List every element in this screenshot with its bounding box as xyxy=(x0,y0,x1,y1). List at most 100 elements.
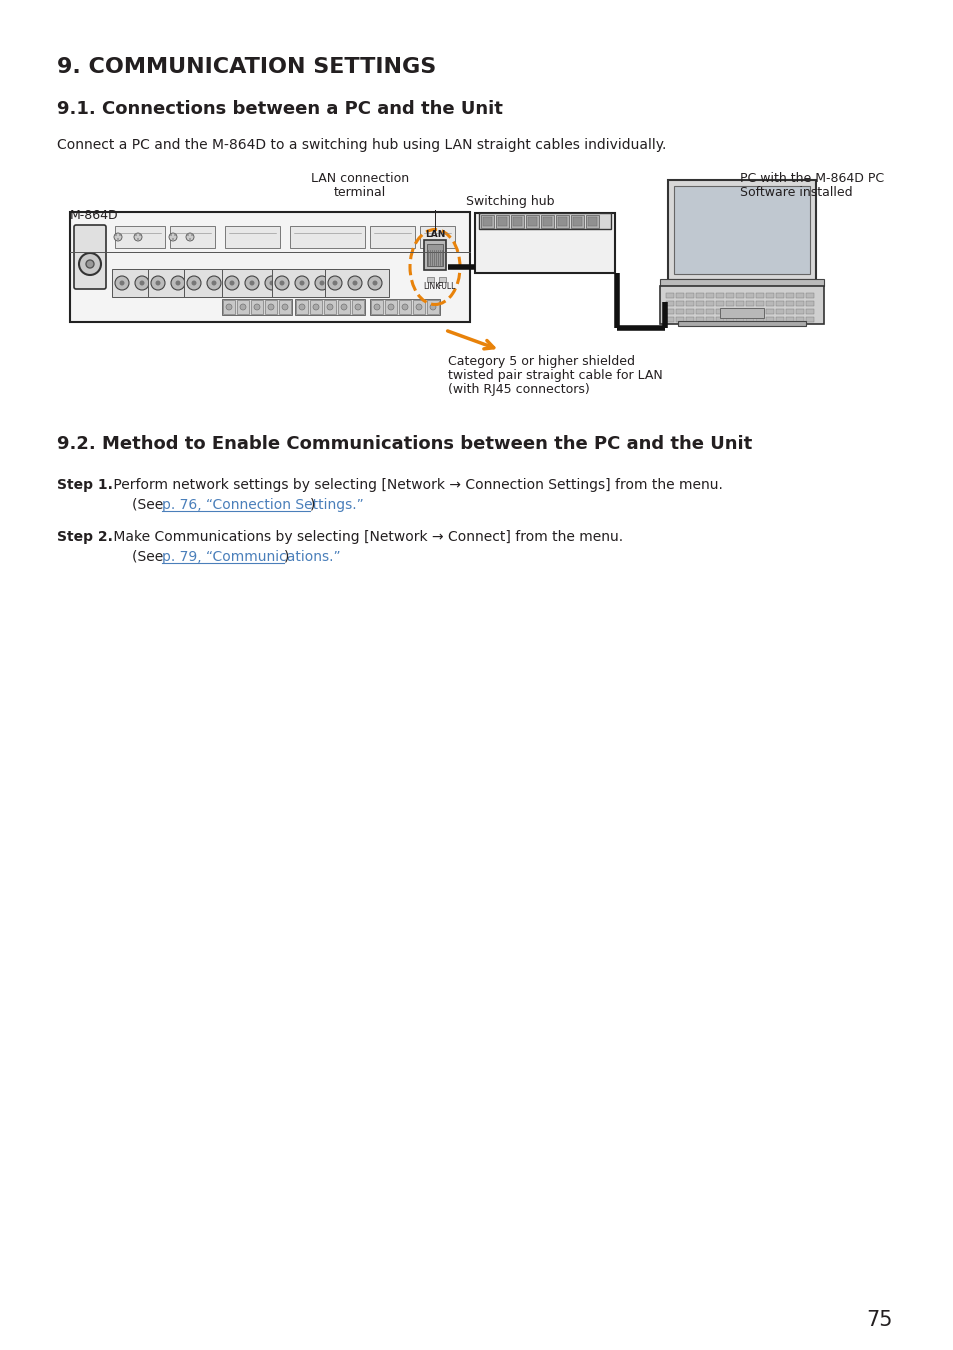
Bar xyxy=(735,301,743,306)
Bar xyxy=(511,215,523,228)
Circle shape xyxy=(274,275,289,290)
Bar xyxy=(222,269,286,297)
Circle shape xyxy=(226,304,232,310)
Bar xyxy=(785,293,793,298)
Text: Perform network settings by selecting [Network → Connection Settings] from the m: Perform network settings by selecting [N… xyxy=(109,478,722,491)
Bar xyxy=(678,321,805,325)
Text: 75: 75 xyxy=(866,1310,892,1330)
Bar xyxy=(805,309,813,315)
Bar xyxy=(475,213,615,273)
Text: 9. COMMUNICATION SETTINGS: 9. COMMUNICATION SETTINGS xyxy=(57,57,436,77)
Circle shape xyxy=(282,304,288,310)
Bar xyxy=(70,212,470,323)
Bar xyxy=(337,300,350,315)
Text: (See: (See xyxy=(132,549,168,564)
Bar xyxy=(716,293,723,298)
Bar xyxy=(667,180,815,279)
Circle shape xyxy=(372,281,377,285)
Bar xyxy=(676,301,683,306)
Bar xyxy=(765,293,773,298)
Bar xyxy=(295,300,308,315)
Bar xyxy=(745,293,753,298)
Bar xyxy=(805,301,813,306)
Bar xyxy=(755,309,763,315)
Bar xyxy=(795,293,803,298)
Circle shape xyxy=(225,275,239,290)
Circle shape xyxy=(170,234,172,236)
Circle shape xyxy=(368,275,381,290)
Bar xyxy=(325,269,389,297)
Bar xyxy=(482,217,492,225)
Bar xyxy=(290,225,365,248)
Bar xyxy=(170,225,214,248)
Circle shape xyxy=(139,281,144,285)
Bar xyxy=(765,301,773,306)
Bar xyxy=(115,225,165,248)
Circle shape xyxy=(137,238,138,240)
Circle shape xyxy=(186,234,193,242)
Bar xyxy=(665,293,673,298)
Circle shape xyxy=(151,275,165,290)
Bar xyxy=(785,317,793,323)
Circle shape xyxy=(240,304,246,310)
Bar xyxy=(735,317,743,323)
Bar xyxy=(673,186,809,274)
Bar xyxy=(278,300,291,315)
Bar xyxy=(236,300,249,315)
Text: (with RJ45 connectors): (with RJ45 connectors) xyxy=(448,383,589,396)
Circle shape xyxy=(328,275,341,290)
Bar xyxy=(413,300,424,315)
Circle shape xyxy=(348,275,361,290)
Text: p. 79, “Communications.”: p. 79, “Communications.” xyxy=(162,549,340,564)
Bar xyxy=(184,269,228,297)
Bar xyxy=(370,225,415,248)
Bar xyxy=(352,300,364,315)
Circle shape xyxy=(113,234,122,242)
Bar xyxy=(542,217,552,225)
Circle shape xyxy=(298,304,305,310)
Circle shape xyxy=(319,281,324,285)
Bar xyxy=(251,300,263,315)
Circle shape xyxy=(299,281,304,285)
Circle shape xyxy=(172,238,173,240)
Bar xyxy=(676,293,683,298)
Bar xyxy=(795,309,803,315)
Bar xyxy=(427,244,442,266)
Bar xyxy=(497,217,506,225)
Bar xyxy=(795,301,803,306)
Text: M-864D: M-864D xyxy=(70,209,118,221)
Bar xyxy=(725,309,733,315)
Circle shape xyxy=(169,234,177,242)
Bar xyxy=(775,293,783,298)
Bar xyxy=(765,317,773,323)
Circle shape xyxy=(207,275,221,290)
Circle shape xyxy=(416,304,421,310)
Bar xyxy=(659,279,823,286)
Circle shape xyxy=(355,304,360,310)
Circle shape xyxy=(171,275,185,290)
Bar xyxy=(665,317,673,323)
Circle shape xyxy=(253,304,260,310)
Bar xyxy=(527,217,537,225)
Text: 9.1. Connections between a PC and the Unit: 9.1. Connections between a PC and the Un… xyxy=(57,100,502,117)
Bar xyxy=(571,215,583,228)
Circle shape xyxy=(155,281,160,285)
Bar xyxy=(705,301,713,306)
Bar xyxy=(755,317,763,323)
Bar xyxy=(513,217,521,225)
Bar xyxy=(478,213,610,230)
Circle shape xyxy=(115,275,129,290)
Bar xyxy=(573,217,581,225)
Circle shape xyxy=(212,281,216,285)
Bar xyxy=(705,317,713,323)
Bar xyxy=(785,309,793,315)
Circle shape xyxy=(119,281,125,285)
Bar xyxy=(272,269,335,297)
Text: Step 1.: Step 1. xyxy=(57,478,112,491)
Bar xyxy=(705,309,713,315)
Bar xyxy=(696,317,703,323)
Circle shape xyxy=(294,275,309,290)
Circle shape xyxy=(174,234,175,236)
Circle shape xyxy=(135,275,149,290)
Circle shape xyxy=(265,275,278,290)
